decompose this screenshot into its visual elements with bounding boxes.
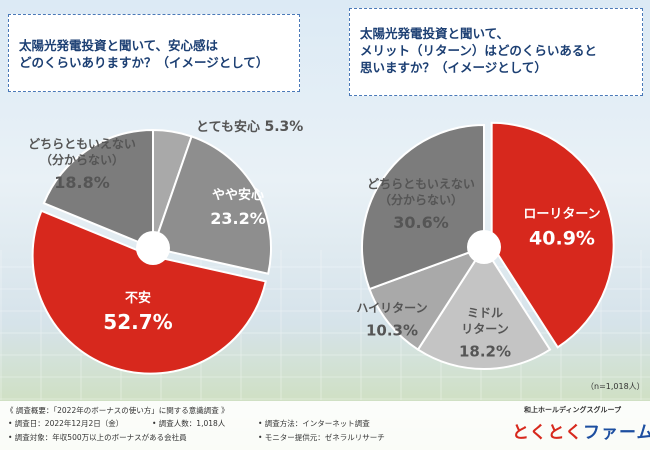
pie1-slice-2 — [151, 135, 272, 275]
question-right-line-2: メリット（リターン）はどのくらいあると — [360, 43, 597, 58]
pie2-slice-3 — [368, 245, 487, 351]
pie2-value-1: 40.9% — [529, 228, 595, 250]
logo-part-2: ファーム — [582, 423, 650, 443]
pie2-label-2-line-1: ミドル — [467, 306, 503, 320]
pie2-slice-4 — [361, 123, 485, 291]
pie2-label-1-line-1: ローリターン — [523, 207, 600, 222]
pie2-value-3: 10.3% — [366, 322, 418, 340]
question-right-line-1: 太陽光発電投資と聞いて、 — [360, 26, 510, 41]
question-left-line-1: 太陽光発電投資と聞いて、安心感は — [19, 38, 219, 53]
pie1-value-3: 52.7% — [103, 310, 172, 334]
pie1-label-4-line-2: （分からない） — [40, 152, 124, 167]
pie1-label-2-line-1: やや安心 — [212, 187, 264, 203]
pie1-value-1: 5.3% — [265, 119, 304, 135]
survey-provider: • モニター提供元：ゼネラルリサーチ — [258, 433, 385, 442]
question-right-line-3: 思いますか？（イメージとして） — [360, 60, 547, 75]
pie2-center-hole — [467, 230, 501, 264]
pie2-label-4-line-1: どちらともいえない — [367, 177, 475, 191]
survey-summary-title: 《 調査概要：「2022年のボーナスの使い方」に関する意識調査 》 — [6, 406, 229, 415]
logo-company-group: 和上ホールディングスグループ — [524, 406, 622, 414]
sample-size-note: （n=1,018人） — [586, 382, 645, 391]
pie1-center-hole — [136, 231, 170, 265]
question-box-left: 太陽光発電投資と聞いて、安心感は どのくらいありますか？（イメージとして） — [8, 14, 300, 92]
survey-method: • 調査方法：インターネット調査 — [258, 419, 370, 428]
survey-target: • 調査対象：年収500万以上のボーナスがある会社員 — [8, 433, 187, 442]
survey-date: • 調査日：2022年12月2日（金） — [8, 419, 124, 428]
survey-count: • 調査人数：1,018人 — [152, 419, 226, 428]
pie2-slice-1 — [490, 121, 615, 349]
tokutoku-farm-logo: とくとくファーム — [512, 418, 650, 443]
pie2-label-3-line-1: ハイリターン — [356, 301, 427, 315]
pie1-slice-4 — [42, 128, 154, 250]
pie1-label-3-line-1: 不安 — [125, 290, 151, 306]
pie2-value-2: 18.2% — [459, 343, 511, 361]
pie2-value-4: 30.6% — [393, 213, 449, 232]
pie1-slice-3 — [31, 209, 267, 375]
footer: 《 調査概要：「2022年のボーナスの使い方」に関する意識調査 》 • 調査日：… — [0, 401, 650, 450]
pie2-slice-2 — [416, 245, 552, 370]
pie1-value-4: 18.8% — [54, 173, 110, 192]
pie2-label-2-line-2: リターン — [461, 322, 508, 336]
pie1-value-2: 23.2% — [210, 209, 266, 228]
pie2-label-4-line-2: （分からない） — [379, 192, 463, 207]
question-left-line-2: どのくらいありますか？（イメージとして） — [19, 55, 269, 70]
pie1-label-4-line-1: どちらともいえない — [28, 137, 136, 151]
question-box-right: 太陽光発電投資と聞いて、 メリット（リターン）はどのくらいあると 思いますか？（… — [349, 8, 643, 96]
logo-part-1: とくとく — [512, 423, 583, 443]
pie1-label-1: とても安心 5.3% — [196, 119, 303, 135]
